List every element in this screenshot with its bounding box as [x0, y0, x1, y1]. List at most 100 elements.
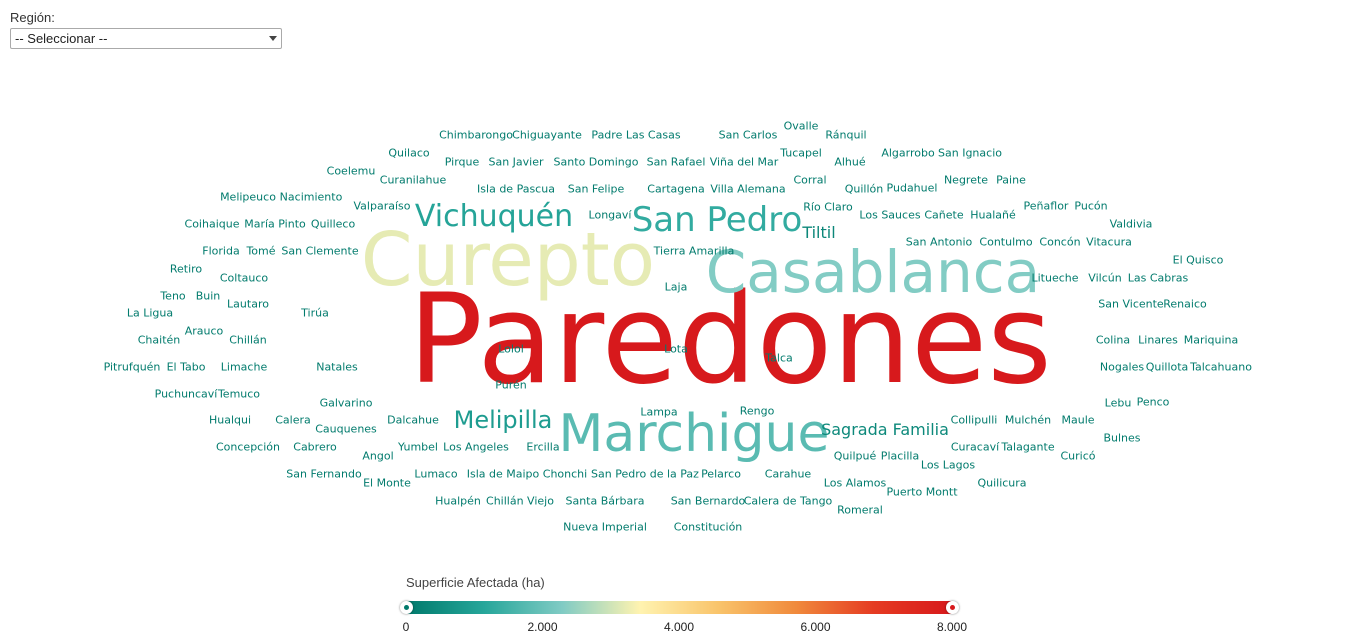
word-vina-del-mar[interactable]: Viña del Mar — [709, 155, 779, 169]
word-florida[interactable]: Florida — [202, 244, 240, 258]
word-chaiten[interactable]: Chaitén — [137, 333, 181, 347]
word-melipilla[interactable]: Melipilla — [453, 406, 553, 434]
word-coelemu[interactable]: Coelemu — [326, 164, 376, 178]
word-chillan[interactable]: Chillán — [229, 333, 267, 347]
word-concepcion[interactable]: Concepción — [216, 440, 280, 454]
word-galvarino[interactable]: Galvarino — [319, 396, 373, 410]
word-puren[interactable]: Purén — [495, 378, 527, 392]
word-concon[interactable]: Concón — [1039, 235, 1081, 249]
word-santo-domingo[interactable]: Santo Domingo — [553, 155, 639, 169]
word-melipeuco[interactable]: Melipeuco — [220, 190, 276, 204]
word-la-ligua[interactable]: La Ligua — [126, 306, 174, 320]
word-lampa[interactable]: Lampa — [640, 405, 678, 419]
word-coltauco[interactable]: Coltauco — [219, 271, 269, 285]
word-valdivia[interactable]: Valdivia — [1109, 217, 1153, 231]
word-curacavi[interactable]: Curacaví — [950, 440, 1000, 454]
word-chillan-viejo[interactable]: Chillán Viejo — [486, 494, 554, 508]
word-tiltil[interactable]: Tiltil — [802, 223, 836, 242]
word-quilicura[interactable]: Quilicura — [977, 476, 1027, 490]
word-nacimiento[interactable]: Nacimiento — [279, 190, 343, 204]
word-colina[interactable]: Colina — [1095, 333, 1131, 347]
word-los-alamos[interactable]: Los Alamos — [823, 476, 887, 490]
word-el-monte[interactable]: El Monte — [363, 476, 411, 490]
word-rio-claro[interactable]: Río Claro — [803, 200, 853, 214]
word-nogales[interactable]: Nogales — [1099, 360, 1145, 374]
word-linares[interactable]: Linares — [1138, 333, 1178, 347]
word-ranquil[interactable]: Ránquil — [825, 128, 867, 142]
word-lota[interactable]: Lota — [664, 342, 688, 356]
word-cauquenes[interactable]: Cauquenes — [315, 422, 377, 436]
word-constitucion[interactable]: Constitución — [673, 520, 743, 534]
word-curanilahue[interactable]: Curanilahue — [379, 173, 447, 187]
word-san-javier[interactable]: San Javier — [488, 155, 544, 169]
word-nueva-imperial[interactable]: Nueva Imperial — [563, 520, 647, 534]
word-curepto[interactable]: Curepto — [360, 217, 656, 303]
word-hualqui[interactable]: Hualqui — [208, 413, 252, 427]
word-limache[interactable]: Limache — [220, 360, 268, 374]
word-san-pedro[interactable]: San Pedro — [631, 200, 803, 240]
word-padre-las-casas[interactable]: Padre Las Casas — [591, 128, 681, 142]
word-las-cabras[interactable]: Las Cabras — [1127, 271, 1189, 285]
word-retiro[interactable]: Retiro — [169, 262, 203, 276]
word-natales[interactable]: Natales — [316, 360, 358, 374]
word-bulnes[interactable]: Bulnes — [1103, 431, 1141, 445]
word-paredones[interactable]: Paredones — [408, 268, 1052, 412]
word-tirua[interactable]: Tirúa — [301, 306, 329, 320]
range-handle-min[interactable] — [400, 601, 413, 614]
word-corral[interactable]: Corral — [793, 173, 827, 187]
word-angol[interactable]: Angol — [362, 449, 394, 463]
word-san-pedro-de-la-paz[interactable]: San Pedro de la Paz — [591, 467, 699, 481]
word-los-lagos[interactable]: Los Lagos — [920, 458, 976, 472]
word-san-clemente[interactable]: San Clemente — [281, 244, 359, 258]
word-yumbel[interactable]: Yumbel — [398, 440, 438, 454]
word-collipulli[interactable]: Collipulli — [950, 413, 998, 427]
word-marchigue[interactable]: Marchigue — [558, 404, 830, 464]
word-contulmo[interactable]: Contulmo — [979, 235, 1033, 249]
word-rengo[interactable]: Rengo — [739, 404, 775, 418]
word-renaico[interactable]: Renaico — [1163, 297, 1207, 311]
word-san-rafael[interactable]: San Rafael — [646, 155, 706, 169]
word-quilaco[interactable]: Quilaco — [388, 146, 430, 160]
word-isla-de-maipo[interactable]: Isla de Maipo — [466, 467, 540, 481]
word-vilcun[interactable]: Vilcún — [1088, 271, 1122, 285]
word-teno[interactable]: Teno — [160, 289, 186, 303]
word-romeral[interactable]: Romeral — [837, 503, 883, 517]
word-carahue[interactable]: Carahue — [764, 467, 812, 481]
word-tucapel[interactable]: Tucapel — [780, 146, 822, 160]
word-buin[interactable]: Buin — [195, 289, 221, 303]
word-san-bernardo[interactable]: San Bernardo — [670, 494, 746, 508]
word-los-angeles[interactable]: Los Angeles — [443, 440, 509, 454]
word-lebu[interactable]: Lebu — [1104, 396, 1132, 410]
word-chonchi[interactable]: Chonchi — [542, 467, 588, 481]
word-san-carlos[interactable]: San Carlos — [718, 128, 778, 142]
word-talcahuano[interactable]: Talcahuano — [1190, 360, 1252, 374]
word-santa-barbara[interactable]: Santa Bárbara — [565, 494, 645, 508]
word-los-sauces[interactable]: Los Sauces — [859, 208, 921, 222]
word-maria-pinto[interactable]: María Pinto — [244, 217, 306, 231]
word-paine[interactable]: Paine — [996, 173, 1026, 187]
word-laja[interactable]: Laja — [664, 280, 688, 294]
word-mulchen[interactable]: Mulchén — [1004, 413, 1052, 427]
word-coihaique[interactable]: Coihaique — [184, 217, 240, 231]
word-pitrufquen[interactable]: Pitrufquén — [103, 360, 161, 374]
word-penco[interactable]: Penco — [1136, 395, 1170, 409]
word-canete[interactable]: Cañete — [924, 208, 964, 222]
word-lolol[interactable]: Lolol — [498, 342, 524, 356]
word-talca[interactable]: Talca — [765, 351, 793, 365]
word-pucon[interactable]: Pucón — [1074, 199, 1108, 213]
region-select[interactable]: -- Seleccionar -- — [10, 28, 282, 49]
word-quilleco[interactable]: Quilleco — [310, 217, 356, 231]
word-quilpue[interactable]: Quilpué — [833, 449, 877, 463]
word-pelarco[interactable]: Pelarco — [701, 467, 741, 481]
word-algarrobo[interactable]: Algarrobo — [881, 146, 935, 160]
word-placilla[interactable]: Placilla — [880, 449, 920, 463]
word-pirque[interactable]: Pirque — [444, 155, 480, 169]
word-san-antonio[interactable]: San Antonio — [905, 235, 973, 249]
word-el-tabo[interactable]: El Tabo — [166, 360, 206, 374]
word-san-fernando[interactable]: San Fernando — [286, 467, 362, 481]
word-cartagena[interactable]: Cartagena — [647, 182, 705, 196]
word-quillota[interactable]: Quillota — [1145, 360, 1189, 374]
word-vitacura[interactable]: Vitacura — [1086, 235, 1132, 249]
word-penaflor[interactable]: Peñaflor — [1023, 199, 1069, 213]
word-lumaco[interactable]: Lumaco — [414, 467, 458, 481]
